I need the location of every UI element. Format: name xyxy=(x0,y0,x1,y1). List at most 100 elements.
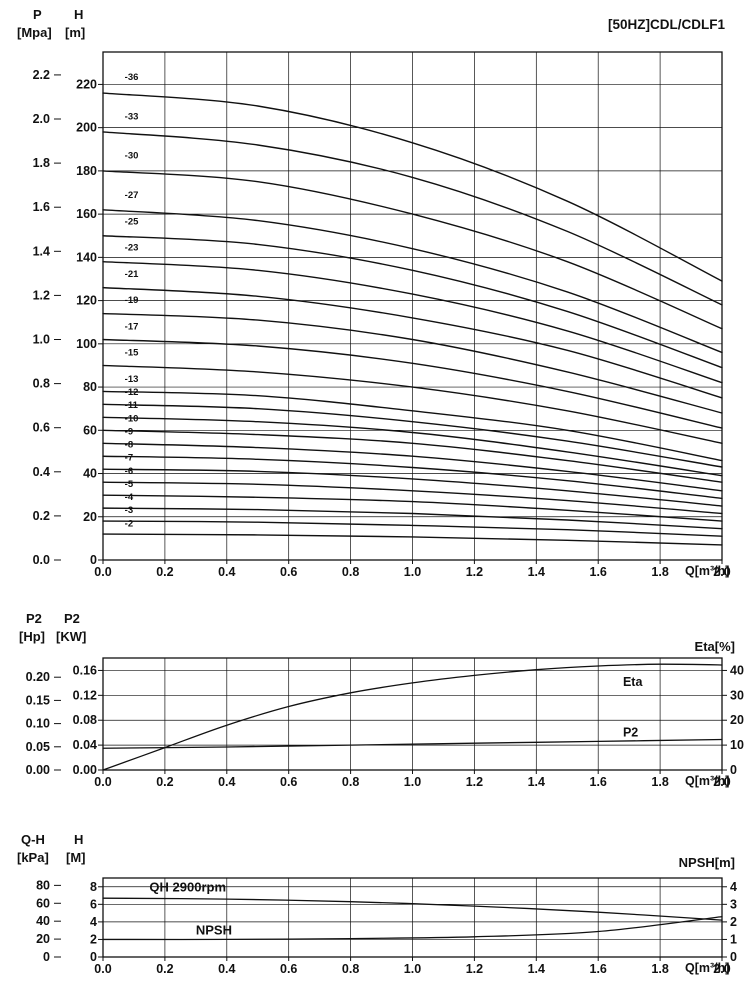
x-tick-label: 1.2 xyxy=(466,962,483,976)
curve-stage-label: -25 xyxy=(125,216,139,227)
series-curve--27 xyxy=(102,209,723,354)
right-tick-label: 40 xyxy=(730,663,744,677)
x-tick-label: 0.4 xyxy=(218,565,235,579)
plot-border xyxy=(102,877,723,958)
x-tick-label: 0.0 xyxy=(94,962,111,976)
curve-stage-label: -36 xyxy=(125,72,139,83)
x-tick-label: 1.6 xyxy=(590,775,607,789)
qh-x-unit-label: Q[m³/h] xyxy=(685,961,730,975)
right-tick-label: 10 xyxy=(730,738,744,752)
series-curve--8 xyxy=(102,455,723,500)
annotation-Eta: Eta xyxy=(623,675,644,689)
x-tick-label: 0.8 xyxy=(342,962,359,976)
right-tick-label: 30 xyxy=(730,688,744,702)
x-tick-label: 0.2 xyxy=(156,962,173,976)
series-curve--4 xyxy=(102,507,723,530)
pe-axis-title-hp: P2 xyxy=(26,611,42,626)
pe-x-unit-label: Q[m³/h] xyxy=(685,774,730,788)
right-tick-label: 3 xyxy=(730,897,737,911)
curve-stage-label: -30 xyxy=(125,151,139,162)
series-curve--21 xyxy=(102,286,723,399)
y-tick-label-h: 140 xyxy=(76,250,97,264)
x-tick-label: 0.0 xyxy=(94,775,111,789)
y-tick-label-m: 4 xyxy=(90,915,97,929)
y-tick-label-h: 20 xyxy=(83,510,97,524)
pe-axis-unit-kw: [KW] xyxy=(56,629,87,644)
curve-stage-label: -6 xyxy=(125,466,133,477)
y-tick-label-m: 6 xyxy=(90,897,97,911)
series-curve--11 xyxy=(102,416,723,477)
series-curve--25 xyxy=(102,235,723,369)
y-tick-label-p: 0.6 xyxy=(33,421,50,435)
curve-stage-label: -19 xyxy=(125,295,139,306)
y-tick-label-kpa: 0 xyxy=(43,950,50,964)
y-tick-label-hp: 0.20 xyxy=(26,670,50,684)
curve-stage-label: -10 xyxy=(125,413,139,424)
x-tick-label: 1.4 xyxy=(528,962,545,976)
curve-stage-label: -8 xyxy=(125,440,133,451)
y-tick-label-p: 2.0 xyxy=(33,112,50,126)
curve-stage-label: -12 xyxy=(125,387,139,398)
series-curve--5 xyxy=(102,494,723,522)
pe-axis-unit-hp: [Hp] xyxy=(19,629,45,644)
curve-stage-label: -17 xyxy=(125,321,139,332)
y-tick-label-h: 220 xyxy=(76,77,97,91)
x-tick-label: 1.8 xyxy=(651,775,668,789)
curve-stage-label: -23 xyxy=(125,243,139,254)
series-curve-P2 xyxy=(102,738,723,749)
y-tick-label-kpa: 40 xyxy=(36,914,50,928)
qh-axis-unit-kpa: [kPa] xyxy=(17,850,49,865)
y-tick-label-hp: 0.10 xyxy=(26,717,50,731)
figure-title: [50HZ]CDL/CDLF1 xyxy=(608,17,725,32)
y-tick-label-p: 2.2 xyxy=(33,68,50,82)
series-curve--7 xyxy=(102,468,723,507)
y-tick-label-h: 160 xyxy=(76,207,97,221)
series-curve-NPSH xyxy=(102,915,723,941)
qh-axis-title-h: H xyxy=(74,832,84,847)
y-tick-label-h: 180 xyxy=(76,164,97,178)
qh-axis-title-kpa: Q-H xyxy=(21,832,45,847)
y-tick-label-h: 40 xyxy=(83,467,97,481)
hq-x-unit-label: Q[m³/h] xyxy=(685,564,730,578)
series-curve--12 xyxy=(102,403,723,468)
x-tick-label: 1.2 xyxy=(466,565,483,579)
curve-stage-label: -15 xyxy=(125,348,139,359)
series-curve--10 xyxy=(102,429,723,483)
y-tick-label-hp: 0.15 xyxy=(26,693,50,707)
x-tick-label: 0.2 xyxy=(156,565,173,579)
pe-right-axis-title: Eta[%] xyxy=(694,639,735,654)
y-tick-label-kw: 0.00 xyxy=(73,763,97,777)
y-tick-label-h: 200 xyxy=(76,121,97,135)
annotation-NPSH: NPSH xyxy=(196,923,232,938)
series-curve--9 xyxy=(102,442,723,492)
y-tick-label-p: 0.4 xyxy=(33,465,50,479)
right-tick-label: 20 xyxy=(730,713,744,727)
x-tick-label: 1.4 xyxy=(528,775,545,789)
x-tick-label: 2.0 xyxy=(713,775,730,789)
x-tick-label: 0.0 xyxy=(94,565,111,579)
hq-axis-title-h: H xyxy=(74,7,84,22)
right-tick-label: 1 xyxy=(730,932,737,946)
hq-axis-unit-mpa: [Mpa] xyxy=(17,25,52,40)
curve-stage-label: -3 xyxy=(125,505,133,516)
series-curve--36 xyxy=(102,92,723,282)
y-tick-label-m: 8 xyxy=(90,880,97,894)
series-curve--3 xyxy=(102,520,723,537)
y-tick-label-h: 100 xyxy=(76,337,97,351)
x-tick-label: 1.4 xyxy=(528,565,545,579)
y-tick-label-p: 0.8 xyxy=(33,377,50,391)
series-curve--30 xyxy=(102,170,723,330)
qh-chart: 0.0 0.2 0.4 0.6 0.8 1.0 1.2 1.4 1.6 1.8 2.00204060… xyxy=(36,877,737,976)
y-tick-label-m: 0 xyxy=(90,950,97,964)
y-tick-label-p: 0.0 xyxy=(33,553,50,567)
x-tick-label: 1.8 xyxy=(651,565,668,579)
x-tick-label: 0.6 xyxy=(280,962,297,976)
right-tick-label: 0 xyxy=(730,763,737,777)
annotation-P2: P2 xyxy=(623,726,638,740)
series-curve--23 xyxy=(102,260,723,384)
pe-axis-title-kw: P2 xyxy=(64,611,80,626)
series-curve-Eta xyxy=(102,663,723,771)
curve-stage-label: -27 xyxy=(125,190,139,201)
x-tick-label: 1.0 xyxy=(404,565,421,579)
